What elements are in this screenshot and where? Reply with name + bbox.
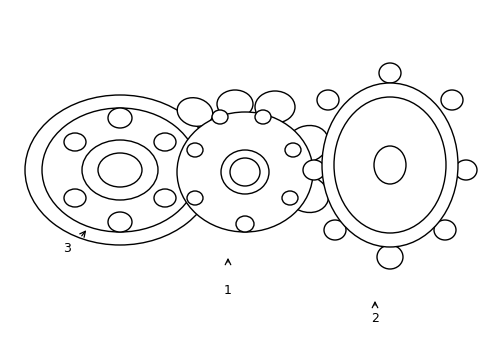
Ellipse shape	[440, 90, 462, 110]
Ellipse shape	[64, 133, 86, 151]
Ellipse shape	[285, 143, 301, 157]
Ellipse shape	[186, 191, 203, 205]
Ellipse shape	[212, 110, 227, 124]
Ellipse shape	[254, 110, 270, 124]
Ellipse shape	[217, 90, 252, 118]
Ellipse shape	[333, 97, 445, 233]
Ellipse shape	[154, 189, 176, 207]
Ellipse shape	[254, 91, 294, 123]
Ellipse shape	[376, 245, 402, 269]
Ellipse shape	[433, 220, 455, 240]
Text: 2: 2	[370, 311, 378, 324]
Ellipse shape	[154, 133, 176, 151]
Ellipse shape	[186, 143, 203, 157]
Ellipse shape	[177, 98, 212, 126]
Text: 3: 3	[63, 242, 71, 255]
Ellipse shape	[303, 160, 325, 180]
Ellipse shape	[321, 83, 457, 247]
Ellipse shape	[25, 95, 215, 245]
Ellipse shape	[454, 160, 476, 180]
Ellipse shape	[229, 158, 260, 186]
Ellipse shape	[236, 216, 253, 232]
Ellipse shape	[373, 146, 405, 184]
Ellipse shape	[42, 108, 198, 232]
Ellipse shape	[221, 150, 268, 194]
Ellipse shape	[316, 90, 338, 110]
Ellipse shape	[324, 220, 346, 240]
Ellipse shape	[82, 140, 158, 200]
Text: 1: 1	[224, 284, 231, 297]
Ellipse shape	[285, 175, 328, 212]
Ellipse shape	[98, 153, 142, 187]
Ellipse shape	[108, 212, 132, 232]
Ellipse shape	[177, 112, 312, 232]
Ellipse shape	[282, 191, 297, 205]
Ellipse shape	[108, 108, 132, 128]
Ellipse shape	[378, 63, 400, 83]
Ellipse shape	[64, 189, 86, 207]
Ellipse shape	[285, 126, 328, 162]
